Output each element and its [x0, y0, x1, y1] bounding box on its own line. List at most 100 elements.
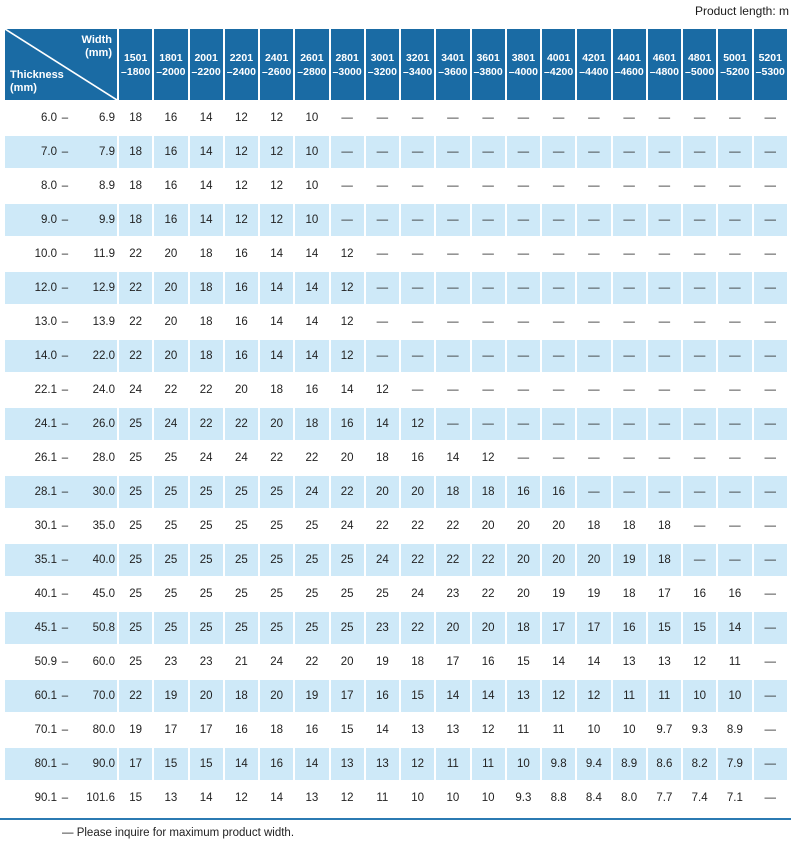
length-value-cell-empty: —: [411, 112, 424, 124]
thickness-range-cell: 7.0– 7.9: [5, 136, 117, 168]
length-value-cell: 20: [471, 612, 505, 644]
length-value-cell: 24: [129, 384, 143, 396]
length-value-cell-empty: —: [693, 520, 706, 532]
length-value-cell: 13: [411, 724, 425, 736]
length-value-cell: 14: [587, 656, 601, 668]
product-length-note: Product length: m: [694, 4, 789, 18]
length-value-cell-empty: —: [517, 316, 530, 328]
length-value-cell: 12: [375, 384, 389, 396]
length-value-cell: 15: [647, 612, 681, 644]
table-row: 35.1–40.0 25 25 25 25 25 25 25 24 22 22 22 20 20 20 19 1…: [5, 544, 787, 576]
length-value-cell-empty: —: [718, 272, 752, 304]
length-value-cell-empty: —: [612, 476, 646, 508]
length-value-cell: 12: [481, 724, 495, 736]
length-value-cell-empty: —: [506, 204, 540, 236]
thickness-min: 7.0: [41, 146, 57, 158]
thickness-range-cell: 8.0– 8.9: [5, 170, 117, 202]
length-value-cell: 16: [693, 588, 707, 600]
width-column-header: 2201 –2400: [224, 29, 258, 100]
length-value-cell: 25: [330, 612, 364, 644]
length-value-cell: 14: [270, 792, 284, 804]
length-value-cell: 14: [340, 384, 354, 396]
product-length-table: Width (mm) Thickness (mm) 1501 –1800 1801–…: [3, 27, 789, 816]
length-value-cell-empty: —: [623, 316, 635, 328]
length-value-cell: 14: [270, 248, 284, 260]
length-value-cell: 12: [224, 136, 258, 168]
length-value-cell-empty: —: [753, 748, 787, 780]
length-value-cell-empty: —: [552, 452, 565, 464]
length-value-cell: 11: [612, 680, 646, 712]
table-row: 60.1–70.0 22 19 20 18 20 19 17 16 15 14 14 13 12 12 11 1…: [5, 680, 787, 712]
length-value-cell: 25: [224, 612, 258, 644]
width-column-header: 2401 –2600: [260, 29, 294, 100]
width-column-header: 2801 –3000: [330, 29, 364, 100]
length-value-cell-empty: —: [683, 204, 717, 236]
length-value-cell-empty: —: [588, 248, 600, 260]
length-value-cell: 20: [481, 520, 495, 532]
length-value-cell: 10: [683, 680, 717, 712]
length-value-cell: 25: [234, 588, 248, 600]
width-column-header: 4801 –5000: [683, 29, 717, 100]
thickness-range-dash: –: [61, 452, 69, 464]
length-value-cell: 7.1: [726, 792, 743, 804]
length-value-cell: 14: [365, 408, 399, 440]
thickness-max: 101.6: [86, 792, 115, 804]
length-value-cell-empty: —: [365, 136, 399, 168]
length-value-cell-empty: —: [411, 248, 424, 260]
thickness-range-cell: 40.1– 45.0: [5, 578, 117, 610]
width-column-header: 2001 –2200: [189, 29, 223, 100]
length-value-cell: 22: [129, 316, 143, 328]
thickness-max: 26.0: [92, 418, 115, 430]
length-value-cell: 16: [411, 452, 425, 464]
length-value-cell: 22: [446, 520, 460, 532]
length-value-cell: 18: [506, 612, 540, 644]
length-value-cell-empty: —: [330, 204, 364, 236]
length-value-cell: 25: [305, 520, 319, 532]
length-value-cell: 20: [154, 272, 188, 304]
length-value-cell: 20: [516, 588, 530, 600]
length-value-cell: 13: [657, 656, 671, 668]
length-value-cell-empty: —: [447, 384, 459, 396]
length-value-cell-empty: —: [718, 340, 752, 372]
length-value-cell: 14: [295, 748, 329, 780]
length-value-cell: 13: [622, 656, 636, 668]
length-value-cell: 25: [375, 588, 389, 600]
length-value-cell-empty: —: [647, 408, 681, 440]
length-value-cell-empty: —: [658, 112, 671, 124]
length-value-cell-empty: —: [764, 384, 777, 396]
corner-width-label: Width (mm): [82, 34, 112, 60]
width-column-header: 1501 –1800: [119, 29, 153, 100]
length-value-cell-empty: —: [729, 384, 741, 396]
thickness-range-dash: –: [61, 724, 69, 736]
length-value-cell-empty: —: [401, 340, 435, 372]
length-value-cell-empty: —: [764, 792, 777, 804]
length-value-cell: 12: [693, 656, 707, 668]
length-value-cell: 25: [129, 588, 143, 600]
length-value-cell: 19: [129, 724, 143, 736]
length-value-cell: 22: [305, 656, 319, 668]
length-value-cell: 23: [446, 588, 460, 600]
length-value-cell: 18: [270, 724, 284, 736]
width-column-header: 3401 –3600: [436, 29, 470, 100]
length-value-cell: 16: [164, 112, 178, 124]
length-value-cell: 20: [154, 340, 188, 372]
length-value-cell-empty: —: [729, 112, 741, 124]
length-value-cell: 20: [365, 476, 399, 508]
length-value-cell: 25: [305, 588, 319, 600]
length-value-cell: 17: [164, 724, 178, 736]
length-value-cell-empty: —: [623, 112, 635, 124]
length-value-cell-empty: —: [658, 180, 671, 192]
length-value-cell-empty: —: [623, 384, 635, 396]
length-value-cell: 12: [234, 180, 248, 192]
table-row: 12.0–12.9 22 20 18 16 14 14 12— — — — — — — — — — — —: [5, 272, 787, 304]
length-value-cell-empty: —: [753, 204, 787, 236]
length-value-cell-empty: —: [365, 340, 399, 372]
length-value-cell-empty: —: [729, 452, 741, 464]
thickness-min: 35.1: [34, 554, 57, 566]
length-value-cell: 20: [506, 544, 540, 576]
length-value-cell: 25: [295, 544, 329, 576]
length-value-cell: 18: [119, 204, 153, 236]
length-value-cell: 19: [375, 656, 389, 668]
length-value-cell: 17: [119, 748, 153, 780]
length-value-cell-empty: —: [517, 248, 530, 260]
